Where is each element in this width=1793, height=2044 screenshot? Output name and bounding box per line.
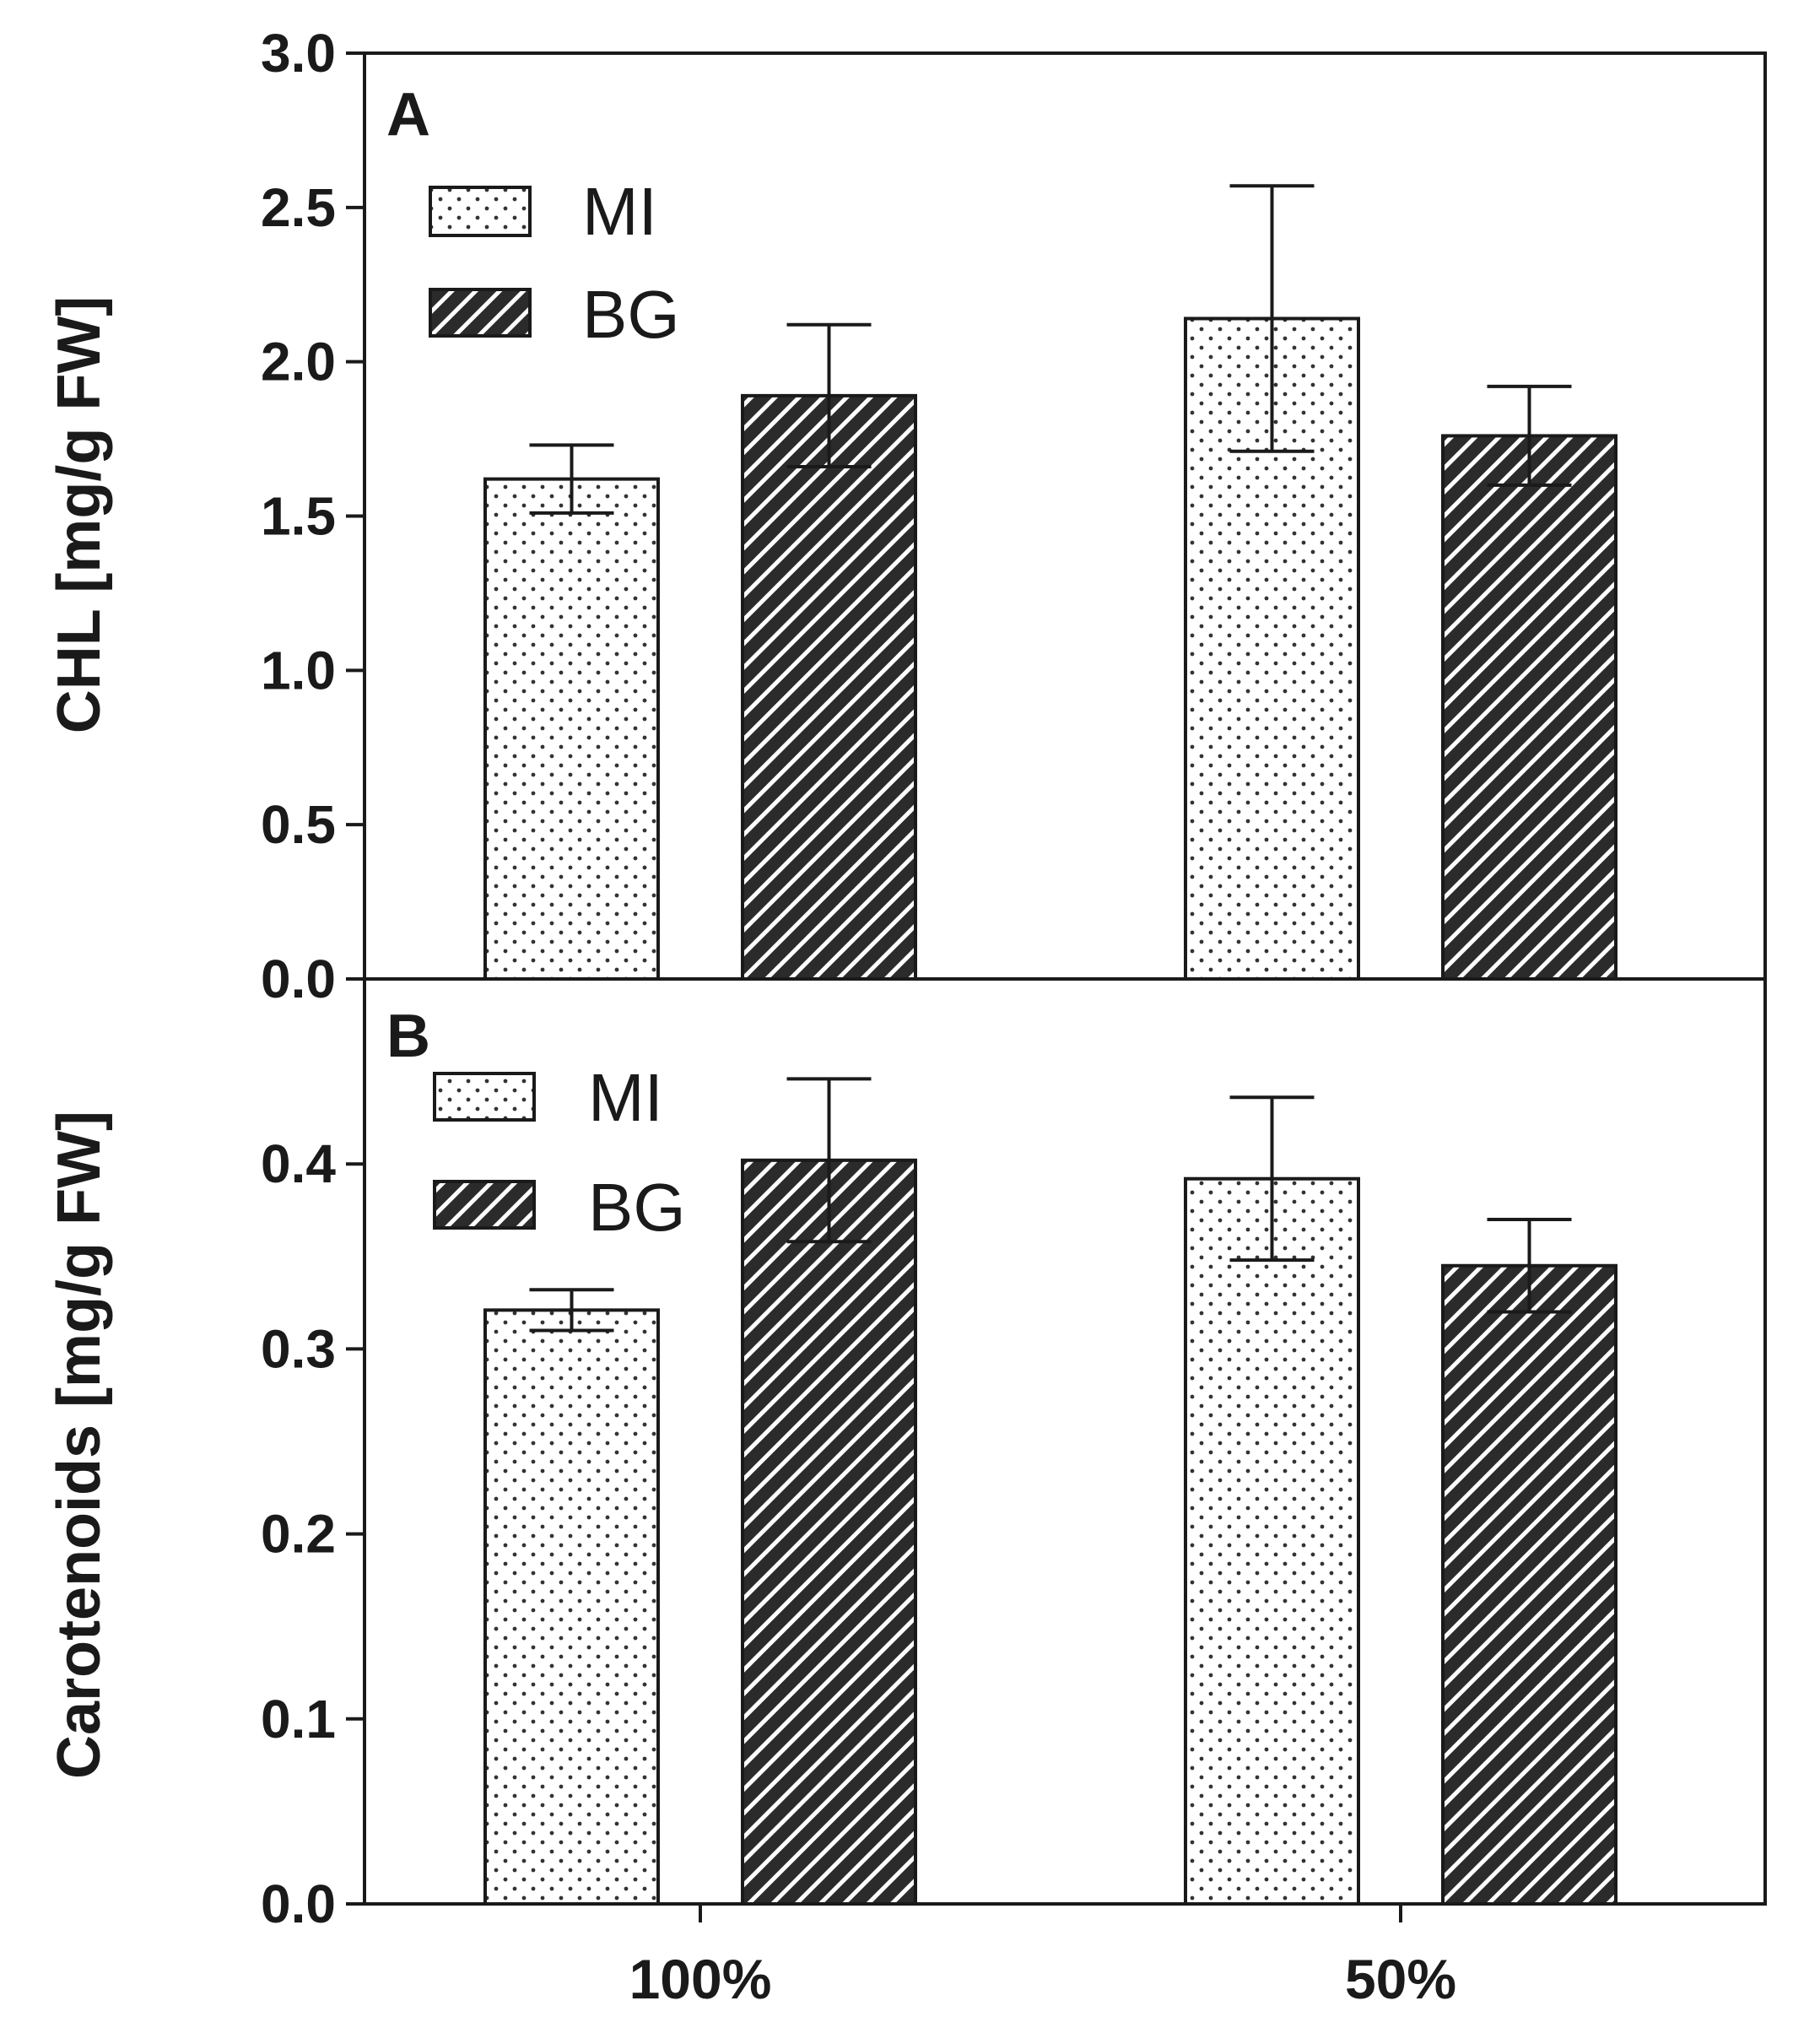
legend-label-mi-b: MI [588,1060,663,1135]
bar-b-mi-0 [483,1308,660,1906]
legend-a: MI BG [429,174,680,352]
legend-label-mi-a: MI [582,174,657,249]
panel-letter-a: A [386,81,430,149]
plot-frame-b [363,977,1767,1906]
error-bar-a-mi-1 [1229,184,1315,453]
y-axis-a: 0.0 0.5 1.0 1.5 2.0 2.5 3.0 [261,23,365,1009]
y-tick-label-b-2: 0.2 [261,1504,336,1565]
error-bar-b-mi-0 [529,1288,614,1333]
x-axis-b: 100% 50% [629,1904,1456,2010]
legend-b: MI BG [433,1060,686,1245]
y-tick-label-a-1: 0.5 [261,794,336,855]
bar-b-bg-1 [1441,1263,1617,1906]
bars-b [483,1077,1617,1906]
y-tick-label-b-0: 0.0 [261,1874,336,1934]
y-axis-title-a: CHL [mg/g FW] [46,296,113,734]
bar-a-bg-1 [1441,434,1617,981]
bar-b-bg-0 [741,1158,917,1906]
y-tick-label-a-3: 1.5 [261,486,336,547]
error-bar-b-bg-0 [786,1077,872,1244]
y-tick-label-a-6: 3.0 [261,23,336,84]
legend-swatch-mi-b [433,1072,536,1122]
error-bar-a-bg-0 [786,322,872,468]
error-bar-b-bg-1 [1487,1217,1572,1314]
panel-b: B Carotenoids [mg/g FW] 0.00.10.20.30.4 … [46,977,1767,2010]
y-tick-label-b-3: 0.3 [261,1318,336,1379]
error-bar-b-mi-1 [1229,1095,1315,1263]
error-bar-a-bg-1 [1487,384,1572,487]
y-tick-label-b-4: 0.4 [261,1133,336,1194]
bar-a-mi-0 [483,477,660,981]
y-tick-label-a-2: 1.0 [261,640,336,700]
bar-b-mi-1 [1184,1176,1360,1906]
error-bar-a-mi-0 [529,443,614,515]
legend-swatch-bg-a [429,288,532,338]
legend-swatch-bg-b [433,1180,536,1230]
y-axis-title-b: Carotenoids [mg/g FW] [46,1111,113,1779]
y-tick-label-a-0: 0.0 [261,949,336,1009]
legend-swatch-mi-a [429,186,532,237]
y-tick-label-a-5: 2.5 [261,177,336,238]
legend-label-bg-a: BG [582,277,680,352]
y-axis-b: 0.0 0.1 0.2 0.3 0.4 [261,1133,365,1934]
panel-letter-b: B [386,1003,430,1070]
y-tick-label-a-4: 2.0 [261,332,336,392]
x-tick-label-0: 100% [629,1948,772,2010]
bar-a-bg-0 [741,393,917,981]
y-tick-label-b-1: 0.1 [261,1689,336,1749]
x-tick-label-1: 50% [1345,1948,1456,2010]
panel-a: A CHL [mg/g FW] 0.0 0.5 1.0 1.5 2.0 2.5 3.0 MI… [46,23,1767,1009]
legend-label-bg-b: BG [588,1170,686,1245]
